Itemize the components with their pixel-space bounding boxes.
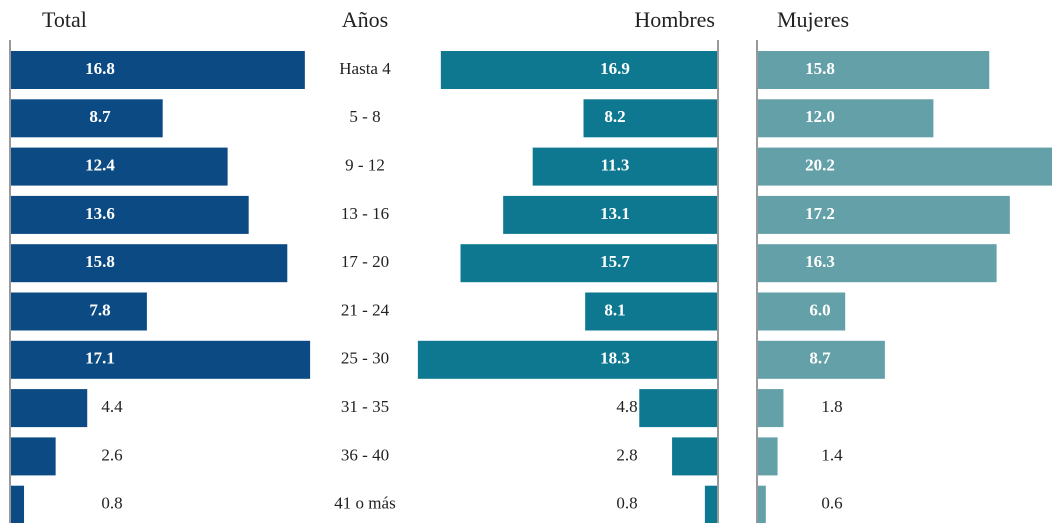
value-label: 15.8: [85, 252, 115, 271]
value-label: 17.2: [805, 204, 835, 223]
series-header: Mujeres: [777, 7, 849, 32]
category-label: 5 - 8: [349, 107, 380, 126]
category-label: 36 - 40: [341, 445, 389, 464]
bar: [10, 244, 288, 283]
bar: [757, 340, 885, 379]
series-header: Total: [42, 7, 87, 32]
value-label: 17.1: [85, 349, 115, 368]
value-label: 7.8: [89, 300, 110, 319]
bar: [704, 485, 718, 523]
bar: [757, 147, 1052, 186]
bar: [417, 340, 718, 379]
category-label: 25 - 30: [341, 349, 389, 368]
category-label: Hasta 4: [339, 59, 391, 78]
value-label: 13.6: [85, 204, 115, 223]
bar: [757, 485, 766, 523]
bar: [757, 437, 778, 476]
value-label: 12.0: [805, 107, 835, 126]
category-label: 21 - 24: [341, 300, 390, 319]
value-label: 11.3: [601, 156, 630, 175]
bar: [460, 244, 718, 283]
value-label: 8.1: [604, 300, 625, 319]
value-label: 16.3: [805, 252, 835, 271]
bar: [503, 195, 718, 234]
bar: [757, 51, 990, 89]
bar: [10, 292, 147, 331]
value-label: 20.2: [805, 156, 835, 175]
bar: [757, 99, 934, 138]
value-label: 15.8: [805, 59, 835, 78]
value-label: 15.7: [600, 252, 630, 271]
value-label: 12.4: [85, 156, 115, 175]
value-label: 4.4: [101, 397, 123, 416]
bar: [583, 99, 718, 138]
bar: [585, 292, 718, 331]
series-header: Hombres: [634, 7, 715, 32]
bar: [10, 389, 88, 428]
value-label: 1.8: [821, 397, 842, 416]
bar: [10, 195, 249, 234]
bar: [757, 389, 784, 428]
value-label: 13.1: [600, 204, 630, 223]
bar: [10, 51, 305, 89]
value-label: 0.8: [616, 494, 637, 513]
value-label: 16.8: [85, 59, 115, 78]
bar: [757, 244, 997, 283]
bar: [10, 485, 25, 523]
value-label: 8.7: [89, 107, 111, 126]
category-label: 17 - 20: [341, 252, 389, 271]
value-label: 0.8: [101, 494, 122, 513]
value-label: 8.2: [604, 107, 625, 126]
value-label: 16.9: [600, 59, 630, 78]
bar: [757, 195, 1010, 234]
value-label: 8.7: [809, 349, 831, 368]
value-label: 2.8: [616, 445, 637, 464]
value-label: 4.8: [616, 397, 637, 416]
bar: [10, 147, 228, 186]
value-label: 0.6: [821, 494, 842, 513]
bar: [440, 51, 718, 89]
value-label: 18.3: [600, 349, 630, 368]
bar: [10, 437, 56, 476]
bar: [10, 340, 311, 379]
bar: [672, 437, 718, 476]
bar: [757, 292, 846, 331]
bar: [639, 389, 718, 428]
category-header: Años: [342, 7, 388, 32]
category-label: 31 - 35: [341, 397, 389, 416]
value-label: 6.0: [809, 300, 830, 319]
category-label: 41 o más: [334, 494, 395, 513]
category-label: 9 - 12: [345, 156, 385, 175]
bar: [10, 99, 163, 138]
value-label: 1.4: [821, 445, 843, 464]
bar: [532, 147, 718, 186]
value-label: 2.6: [101, 445, 122, 464]
category-label: 13 - 16: [341, 204, 389, 223]
